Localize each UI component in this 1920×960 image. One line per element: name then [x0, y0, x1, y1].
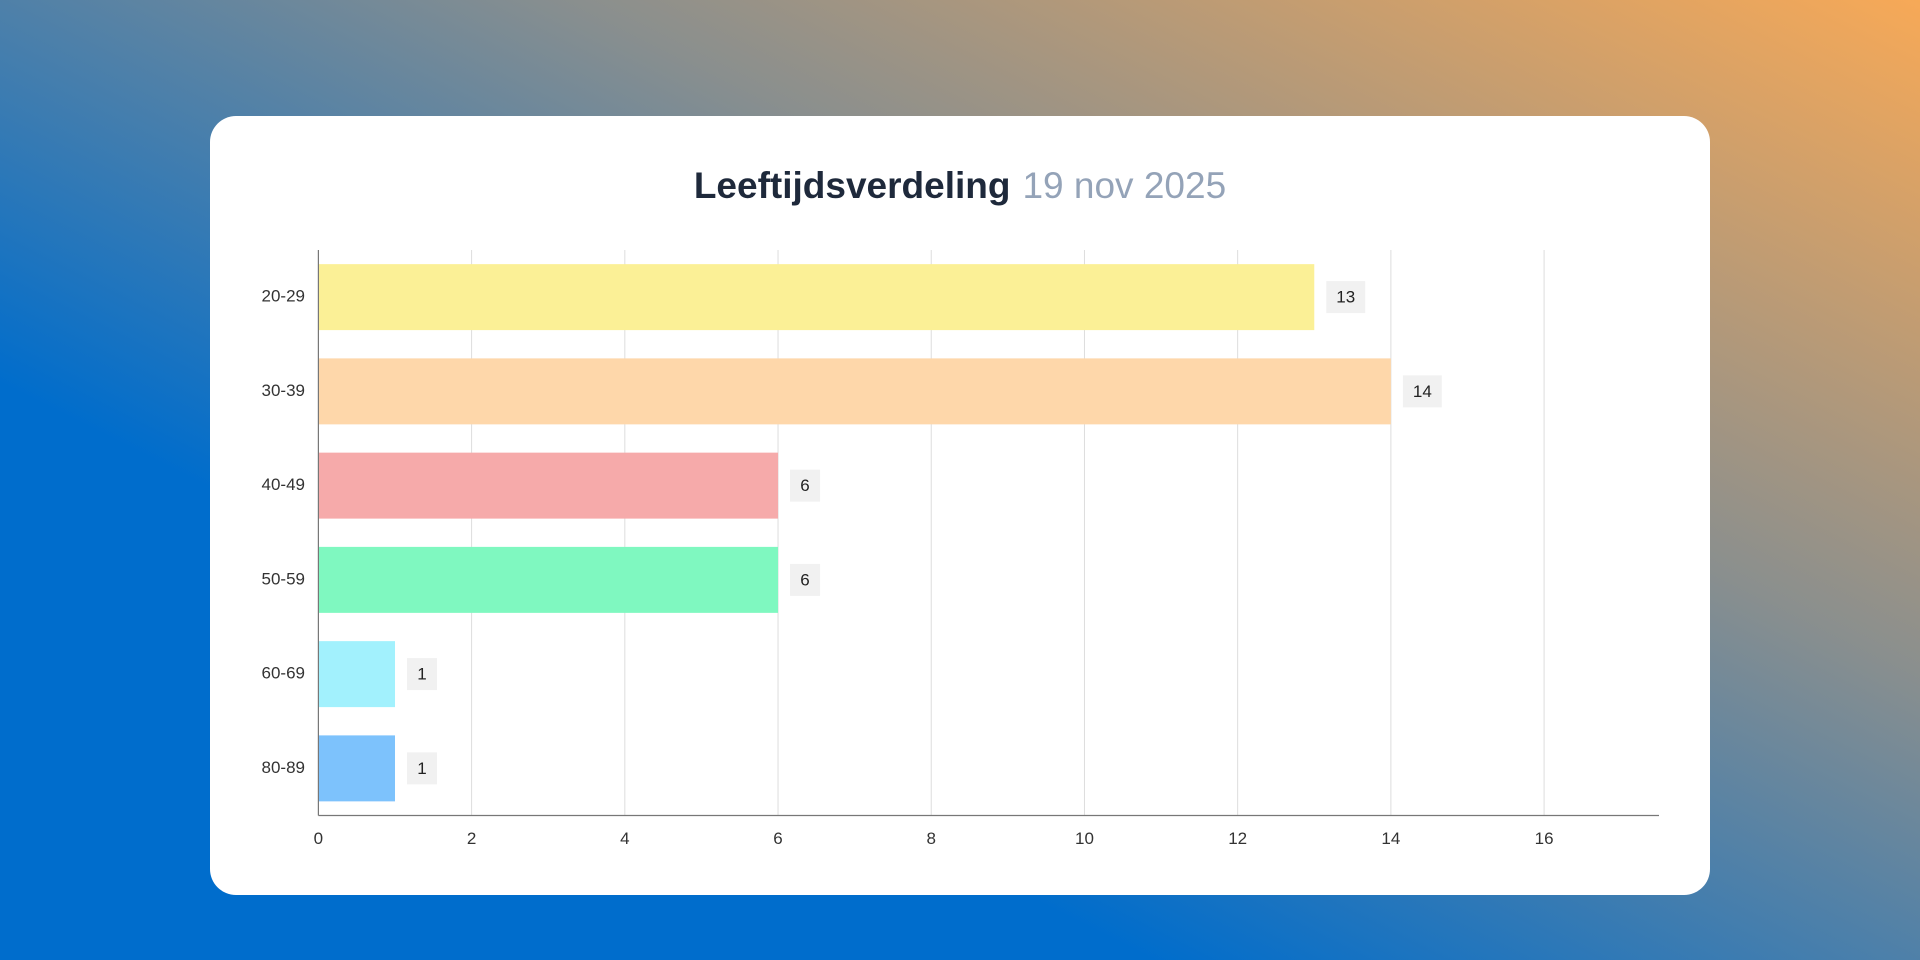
- bar: [318, 452, 779, 519]
- bar: [318, 641, 396, 708]
- bar: [318, 546, 779, 613]
- y-tick-label: 80-89: [262, 758, 305, 777]
- chart-title: Leeftijdsverdeling: [694, 165, 1011, 206]
- x-tick-label: 16: [1535, 829, 1554, 848]
- value-label: 14: [1413, 382, 1432, 401]
- y-tick-label: 40-49: [262, 475, 305, 494]
- value-label-box: [1326, 281, 1366, 314]
- value-label: 6: [800, 476, 809, 495]
- x-tick-label: 0: [314, 829, 323, 848]
- y-tick-label: 30-39: [262, 381, 305, 400]
- x-tick-label: 12: [1228, 829, 1247, 848]
- bar: [318, 264, 1315, 331]
- value-label-box: [790, 469, 821, 502]
- value-label-box: [1402, 375, 1442, 408]
- bar: [318, 358, 1391, 425]
- value-label: 13: [1336, 288, 1355, 307]
- y-tick-label: 50-59: [262, 569, 305, 588]
- value-label: 6: [800, 570, 809, 589]
- x-tick-label: 6: [773, 829, 782, 848]
- bar: [318, 735, 396, 802]
- chart-heading: Leeftijdsverdeling 19 nov 2025: [694, 165, 1226, 206]
- x-tick-label: 14: [1381, 829, 1400, 848]
- plot: 0 2 4 6 8 10 12 14 16 20-29 13 30-39 14 40-49 6 50-59 6 6…: [262, 250, 1659, 848]
- y-tick-label: 60-69: [262, 664, 305, 683]
- value-label-box: [790, 563, 821, 596]
- value-label-box: [407, 752, 438, 785]
- value-label: 1: [417, 759, 426, 778]
- x-tick-label: 10: [1075, 829, 1094, 848]
- value-label-box: [407, 658, 438, 691]
- y-tick-label: 20-29: [262, 287, 305, 306]
- chart-subtitle: 19 nov 2025: [1022, 165, 1226, 206]
- x-tick-label: 4: [620, 829, 629, 848]
- x-tick-label: 8: [927, 829, 936, 848]
- value-label: 1: [417, 665, 426, 684]
- x-tick-label: 2: [467, 829, 476, 848]
